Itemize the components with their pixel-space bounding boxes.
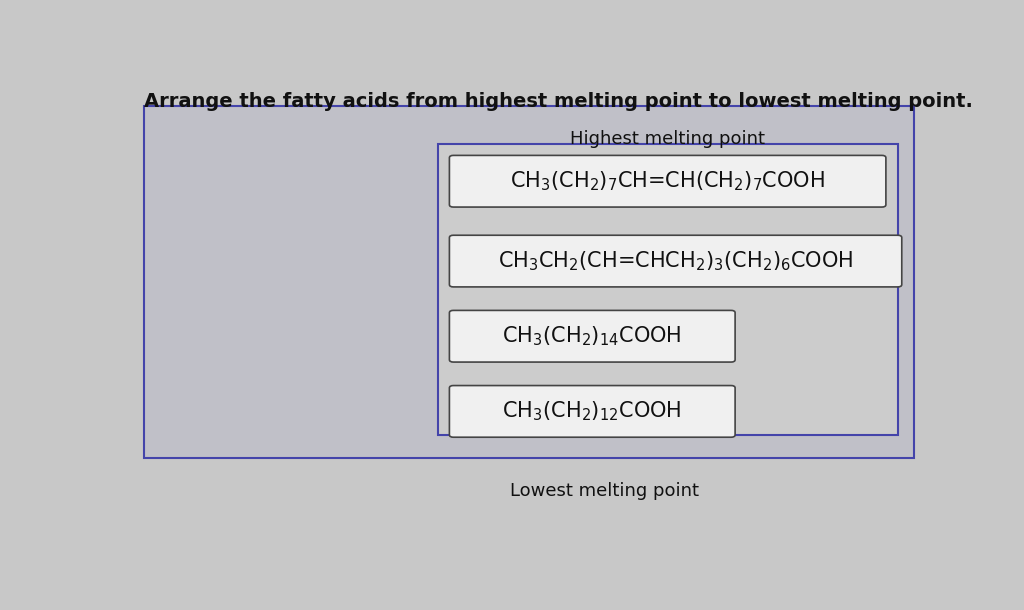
FancyBboxPatch shape [450,310,735,362]
Text: CH$_3$CH$_2$(CH=CHCH$_2$)$_3$(CH$_2$)$_6$COOH: CH$_3$CH$_2$(CH=CHCH$_2$)$_3$(CH$_2$)$_6… [498,249,853,273]
Text: Highest melting point: Highest melting point [570,130,765,148]
Text: CH$_3$(CH$_2$)$_{12}$COOH: CH$_3$(CH$_2$)$_{12}$COOH [503,400,682,423]
Text: Arrange the fatty acids from highest melting point to lowest melting point.: Arrange the fatty acids from highest mel… [143,92,973,111]
FancyBboxPatch shape [437,144,898,435]
Text: Lowest melting point: Lowest melting point [510,483,698,500]
FancyBboxPatch shape [450,386,735,437]
Text: CH$_3$(CH$_2$)$_7$CH=CH(CH$_2$)$_7$COOH: CH$_3$(CH$_2$)$_7$CH=CH(CH$_2$)$_7$COOH [510,170,825,193]
Text: CH$_3$(CH$_2$)$_{14}$COOH: CH$_3$(CH$_2$)$_{14}$COOH [503,325,682,348]
FancyBboxPatch shape [450,235,902,287]
FancyBboxPatch shape [450,156,886,207]
FancyBboxPatch shape [143,106,913,458]
